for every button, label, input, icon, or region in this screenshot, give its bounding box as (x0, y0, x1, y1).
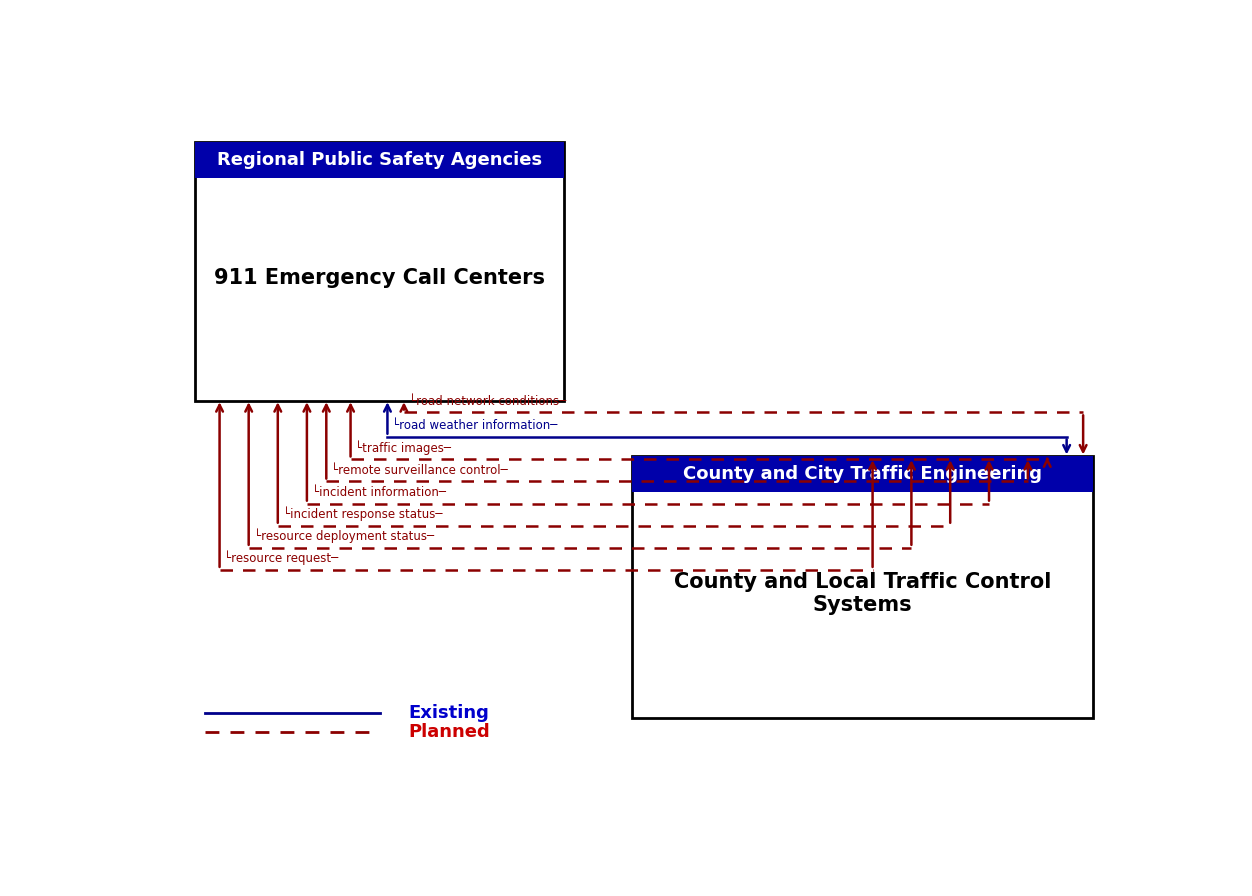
Text: County and City Traffic Engineering: County and City Traffic Engineering (682, 465, 1042, 483)
Text: └resource deployment status─: └resource deployment status─ (253, 529, 433, 543)
Bar (195, 142, 563, 178)
Bar (632, 456, 1093, 492)
Text: 911 Emergency Call Centers: 911 Emergency Call Centers (214, 268, 545, 289)
Text: └incident response status─: └incident response status─ (283, 506, 442, 521)
Text: └road weather information─: └road weather information─ (392, 418, 557, 432)
Text: Regional Public Safety Agencies: Regional Public Safety Agencies (217, 151, 542, 169)
Bar (632, 456, 1093, 718)
Text: County and Local Traffic Control
Systems: County and Local Traffic Control Systems (674, 572, 1052, 616)
Text: └road network conditions─: └road network conditions─ (408, 394, 566, 408)
Text: └incident information─: └incident information─ (312, 486, 446, 499)
Bar (195, 142, 563, 401)
Text: Planned: Planned (408, 723, 491, 741)
Text: └remote surveillance control─: └remote surveillance control─ (331, 463, 508, 477)
Text: └resource request─: └resource request─ (224, 550, 339, 565)
Text: └traffic images─: └traffic images─ (356, 440, 452, 454)
Text: Existing: Existing (408, 703, 490, 721)
